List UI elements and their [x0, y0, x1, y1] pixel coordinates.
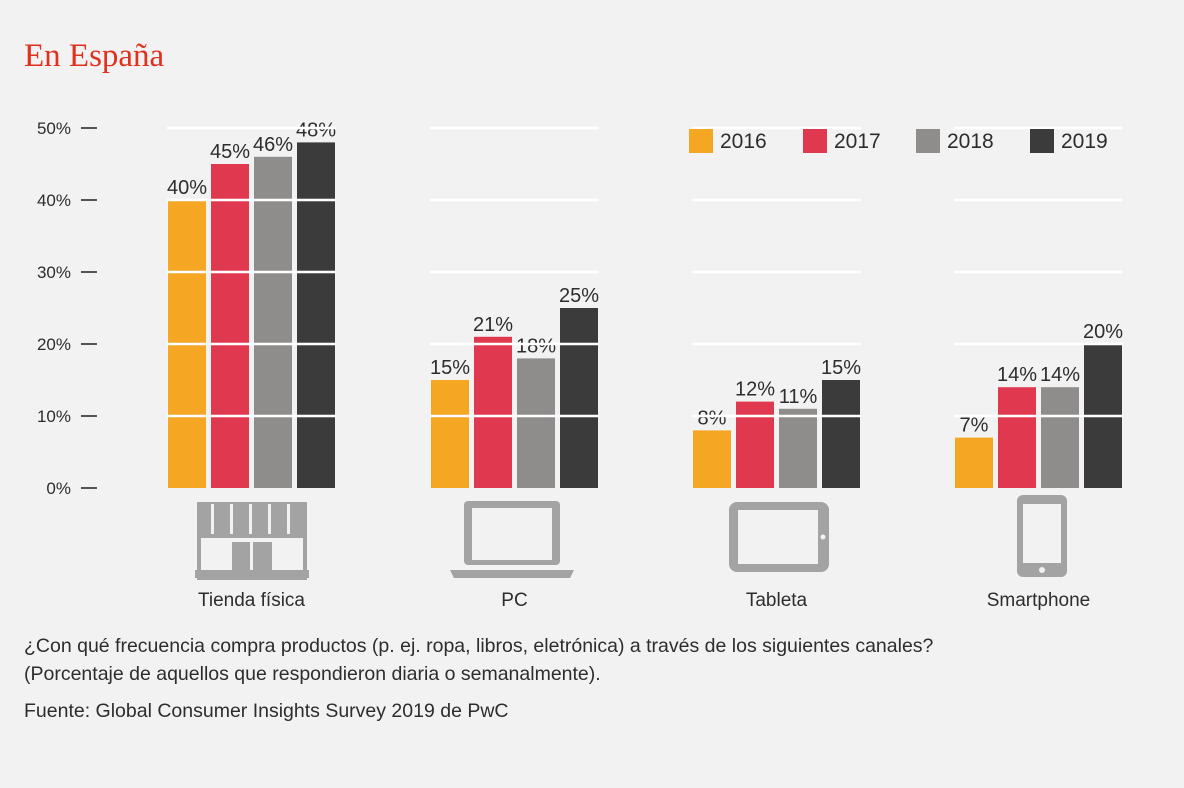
legend-label: 2019	[1061, 130, 1108, 153]
value-label: 40%	[167, 177, 207, 199]
bar	[560, 308, 598, 488]
category-label: Smartphone	[987, 590, 1091, 611]
bar	[474, 336, 512, 488]
value-label: 14%	[997, 364, 1037, 386]
y-tick-label: 40%	[37, 191, 71, 210]
tablet-icon	[729, 502, 829, 572]
value-label: 14%	[1040, 364, 1080, 386]
bar-gridlines	[167, 126, 1123, 418]
y-axis: 0% 10% 20% 30% 40% 50%	[37, 119, 97, 498]
value-label: 18%	[516, 335, 556, 357]
bar	[779, 408, 817, 488]
bar	[998, 387, 1036, 488]
bar	[254, 156, 292, 489]
legend-label: 2018	[947, 130, 994, 153]
value-label: 25%	[559, 285, 599, 307]
bars	[168, 142, 1122, 489]
category-labels: Tienda física PC Tableta Smartphone	[198, 590, 1090, 611]
note-line-1: ¿Con qué frecuencia compra productos (p.…	[24, 635, 934, 657]
legend-swatch	[916, 129, 940, 153]
y-tick-label: 20%	[37, 335, 71, 354]
bar	[1041, 387, 1079, 488]
category-icons	[195, 495, 1067, 580]
bar	[211, 164, 249, 488]
store-icon	[195, 502, 309, 580]
y-tick-label: 30%	[37, 263, 71, 282]
bar	[736, 401, 774, 488]
value-label: 7%	[960, 415, 989, 437]
legend-label: 2016	[720, 130, 767, 153]
legend-swatch	[689, 129, 713, 153]
bar	[297, 142, 335, 488]
value-labels: 40%45% 46%48%15%21%18%25%8%12% 11%15%7%14%…	[167, 119, 1123, 436]
value-label: 12%	[735, 379, 775, 401]
laptop-icon	[450, 501, 574, 578]
bar	[517, 358, 555, 488]
category-label: PC	[501, 590, 527, 611]
legend-label: 2017	[834, 130, 881, 153]
chart-title: En España	[24, 38, 165, 74]
bar	[693, 430, 731, 488]
value-label: 20%	[1083, 321, 1123, 343]
bar-chart: 0%10%20%30%40%50% 40%45% 46%48%15%21%18%2…	[37, 119, 1123, 611]
value-label: 21%	[473, 314, 513, 336]
note-line-2: (Porcentaje de aquellos que respondieron…	[24, 663, 601, 685]
value-label: 11%	[779, 386, 818, 408]
value-label: 15%	[821, 357, 861, 379]
value-label: 46%	[253, 134, 293, 156]
chart-note: ¿Con qué frecuencia compra productos (p.…	[24, 632, 1164, 688]
bar	[431, 380, 469, 488]
value-label: 48%	[296, 119, 336, 141]
legend: 2016 2017 2018 2019	[689, 129, 1108, 153]
value-label: 15%	[430, 357, 470, 379]
value-label: 45%	[210, 141, 250, 163]
y-tick-label: 50%	[37, 119, 71, 138]
value-label: 8%	[698, 407, 727, 429]
bar	[822, 380, 860, 488]
bar	[955, 437, 993, 488]
category-label: Tienda física	[198, 590, 305, 611]
chart-source: Fuente: Global Consumer Insights Survey …	[24, 700, 509, 722]
category-label: Tableta	[746, 590, 808, 611]
legend-swatch	[1030, 129, 1054, 153]
y-tick-label: 0%	[46, 479, 71, 498]
y-tick-label: 10%	[37, 407, 71, 426]
legend-swatch	[803, 129, 827, 153]
smartphone-icon	[1017, 495, 1067, 577]
